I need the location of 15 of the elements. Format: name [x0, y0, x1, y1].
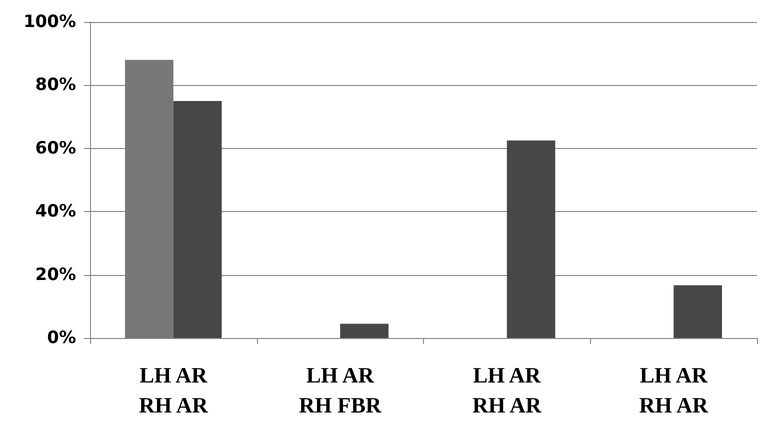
y-tick-label: 20% [35, 264, 76, 285]
y-tick-label: 80% [35, 75, 76, 96]
bar [506, 140, 556, 338]
x-tick-label: LH AR RH AR [472, 362, 543, 418]
y-tick-label: 60% [35, 138, 76, 158]
y-tick-label: 40% [35, 202, 76, 222]
x-tick-label: LH AR RH AR [639, 362, 710, 418]
bar [125, 60, 174, 338]
bar [340, 324, 388, 338]
bar [173, 101, 222, 338]
x-tick-label: LH AR RH FBR [298, 362, 382, 418]
bar [674, 285, 722, 338]
y-tick-label: 100% [23, 12, 76, 32]
y-tick-label: 0% [47, 328, 76, 348]
x-tick-label: LH AR RH AR [138, 362, 210, 418]
